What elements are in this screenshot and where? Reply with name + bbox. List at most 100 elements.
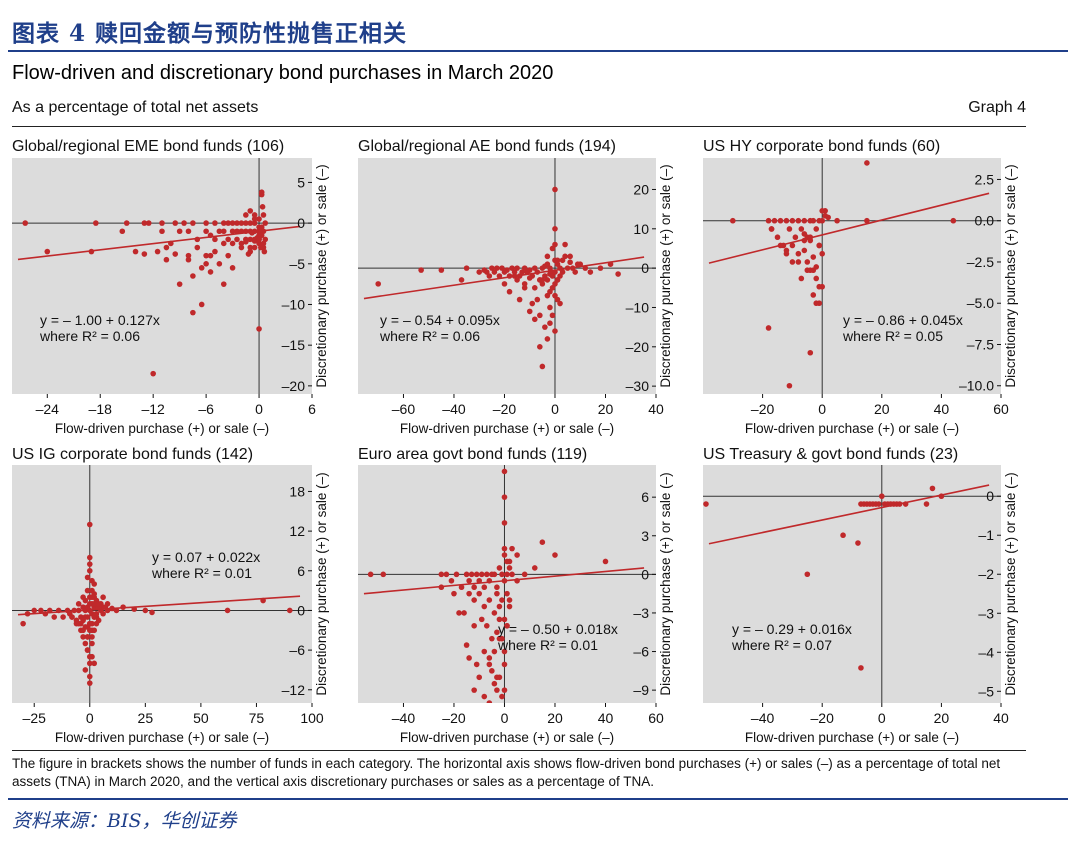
data-point [471,584,477,591]
data-point [501,281,508,287]
data-point [194,244,201,251]
data-point [807,349,814,356]
data-point [258,226,264,233]
data-point [89,594,95,601]
x-tick-label: –20 [493,401,517,417]
data-point [88,248,95,255]
data-point [207,232,214,239]
data-point [801,217,808,224]
data-point [496,273,503,279]
data-point [473,661,480,668]
data-point [514,577,520,584]
data-point [481,584,488,591]
r-squared-label: where R² = 0.01 [151,565,252,581]
y-tick-label: –4 [978,644,994,660]
x-tick-label: –20 [811,710,835,726]
data-point [256,236,262,243]
data-point [238,244,245,251]
data-point [203,228,209,235]
data-point [813,275,820,282]
regression-line [17,595,301,616]
data-point [547,320,553,327]
data-point [229,265,236,271]
data-point [190,273,196,279]
data-point [89,634,95,640]
data-point [100,610,106,617]
y-tick-label: –2 [978,566,994,582]
data-point [102,604,109,610]
y-tick-label: –3 [633,605,649,621]
data-point [286,607,293,614]
y-tick-label: 2.5 [975,171,995,187]
data-point [572,269,578,275]
x-tick-label: 40 [993,710,1009,726]
data-point [489,635,495,642]
source-note: 资料来源：BIS，华创证券 [12,810,237,832]
data-point [478,571,485,578]
data-point [501,616,508,623]
data-point [123,220,130,226]
data-point [69,614,75,620]
x-tick-label: –20 [442,710,466,726]
data-point [597,265,604,271]
scatter-panel-3: US HY corporate bond funds (60) –20 0 20 40 6… [703,138,1018,436]
data-point [552,552,558,558]
data-point [938,493,945,500]
x-tick-label: –12 [141,401,165,417]
data-point [810,217,817,224]
panel-title: Euro area govt bond funds (119) [358,446,587,463]
data-point [44,248,51,255]
x-tick-label: 60 [648,710,664,726]
data-point [491,680,498,687]
data-point [486,577,493,584]
x-tick-label: 0 [255,401,263,417]
y-tick-label: 5 [297,174,305,190]
data-point [258,189,265,195]
regression-equation: y = – 0.29 + 0.016x [732,621,852,637]
data-points [367,468,609,703]
y-tick-label: –5 [978,683,994,699]
data-point [774,234,781,241]
x-tick-label: –25 [23,710,47,726]
data-point [902,501,909,507]
data-point [100,594,106,601]
data-point [380,571,387,578]
data-point [501,687,508,693]
data-point [789,259,796,265]
data-point [795,259,802,265]
header-rule [12,126,1026,127]
x-axis-label: Flow-driven purchase (+) or sale (–) [55,730,269,745]
data-point [549,245,556,252]
data-point [185,228,192,235]
data-point [801,237,808,244]
data-point [504,558,510,565]
data-point [141,251,148,257]
data-point [567,253,573,260]
data-point [466,655,472,661]
scatter-panel-6: US Treasury & govt bond funds (23)–40 –20… [703,446,1018,745]
data-point [20,620,26,627]
data-point [494,584,500,591]
scatter-panel-1: Global/regional EME bond funds (106) –24 –… [12,138,329,436]
data-point [82,597,89,604]
y-axis-label: Discretionary purchase (+) or sale (–) [658,164,673,387]
data-point [494,629,500,636]
data-point [229,220,236,226]
data-point [542,324,548,330]
data-point [258,232,265,239]
y-axis-label: Discretionary purchase (+) or sale (–) [314,472,329,695]
data-point [172,220,179,226]
data-point [172,251,179,257]
data-point [438,571,445,578]
data-point [876,501,882,507]
data-point [506,288,513,295]
data-point [804,571,811,578]
data-point [91,660,98,667]
scatter-panel-4: US IG corporate bond funds (142) –25 0 25 50… [12,446,329,745]
y-tick-label: 18 [289,483,305,499]
data-point [786,226,793,232]
data-point [514,552,520,558]
y-tick-label: –1 [978,527,994,543]
data-point [471,623,477,629]
